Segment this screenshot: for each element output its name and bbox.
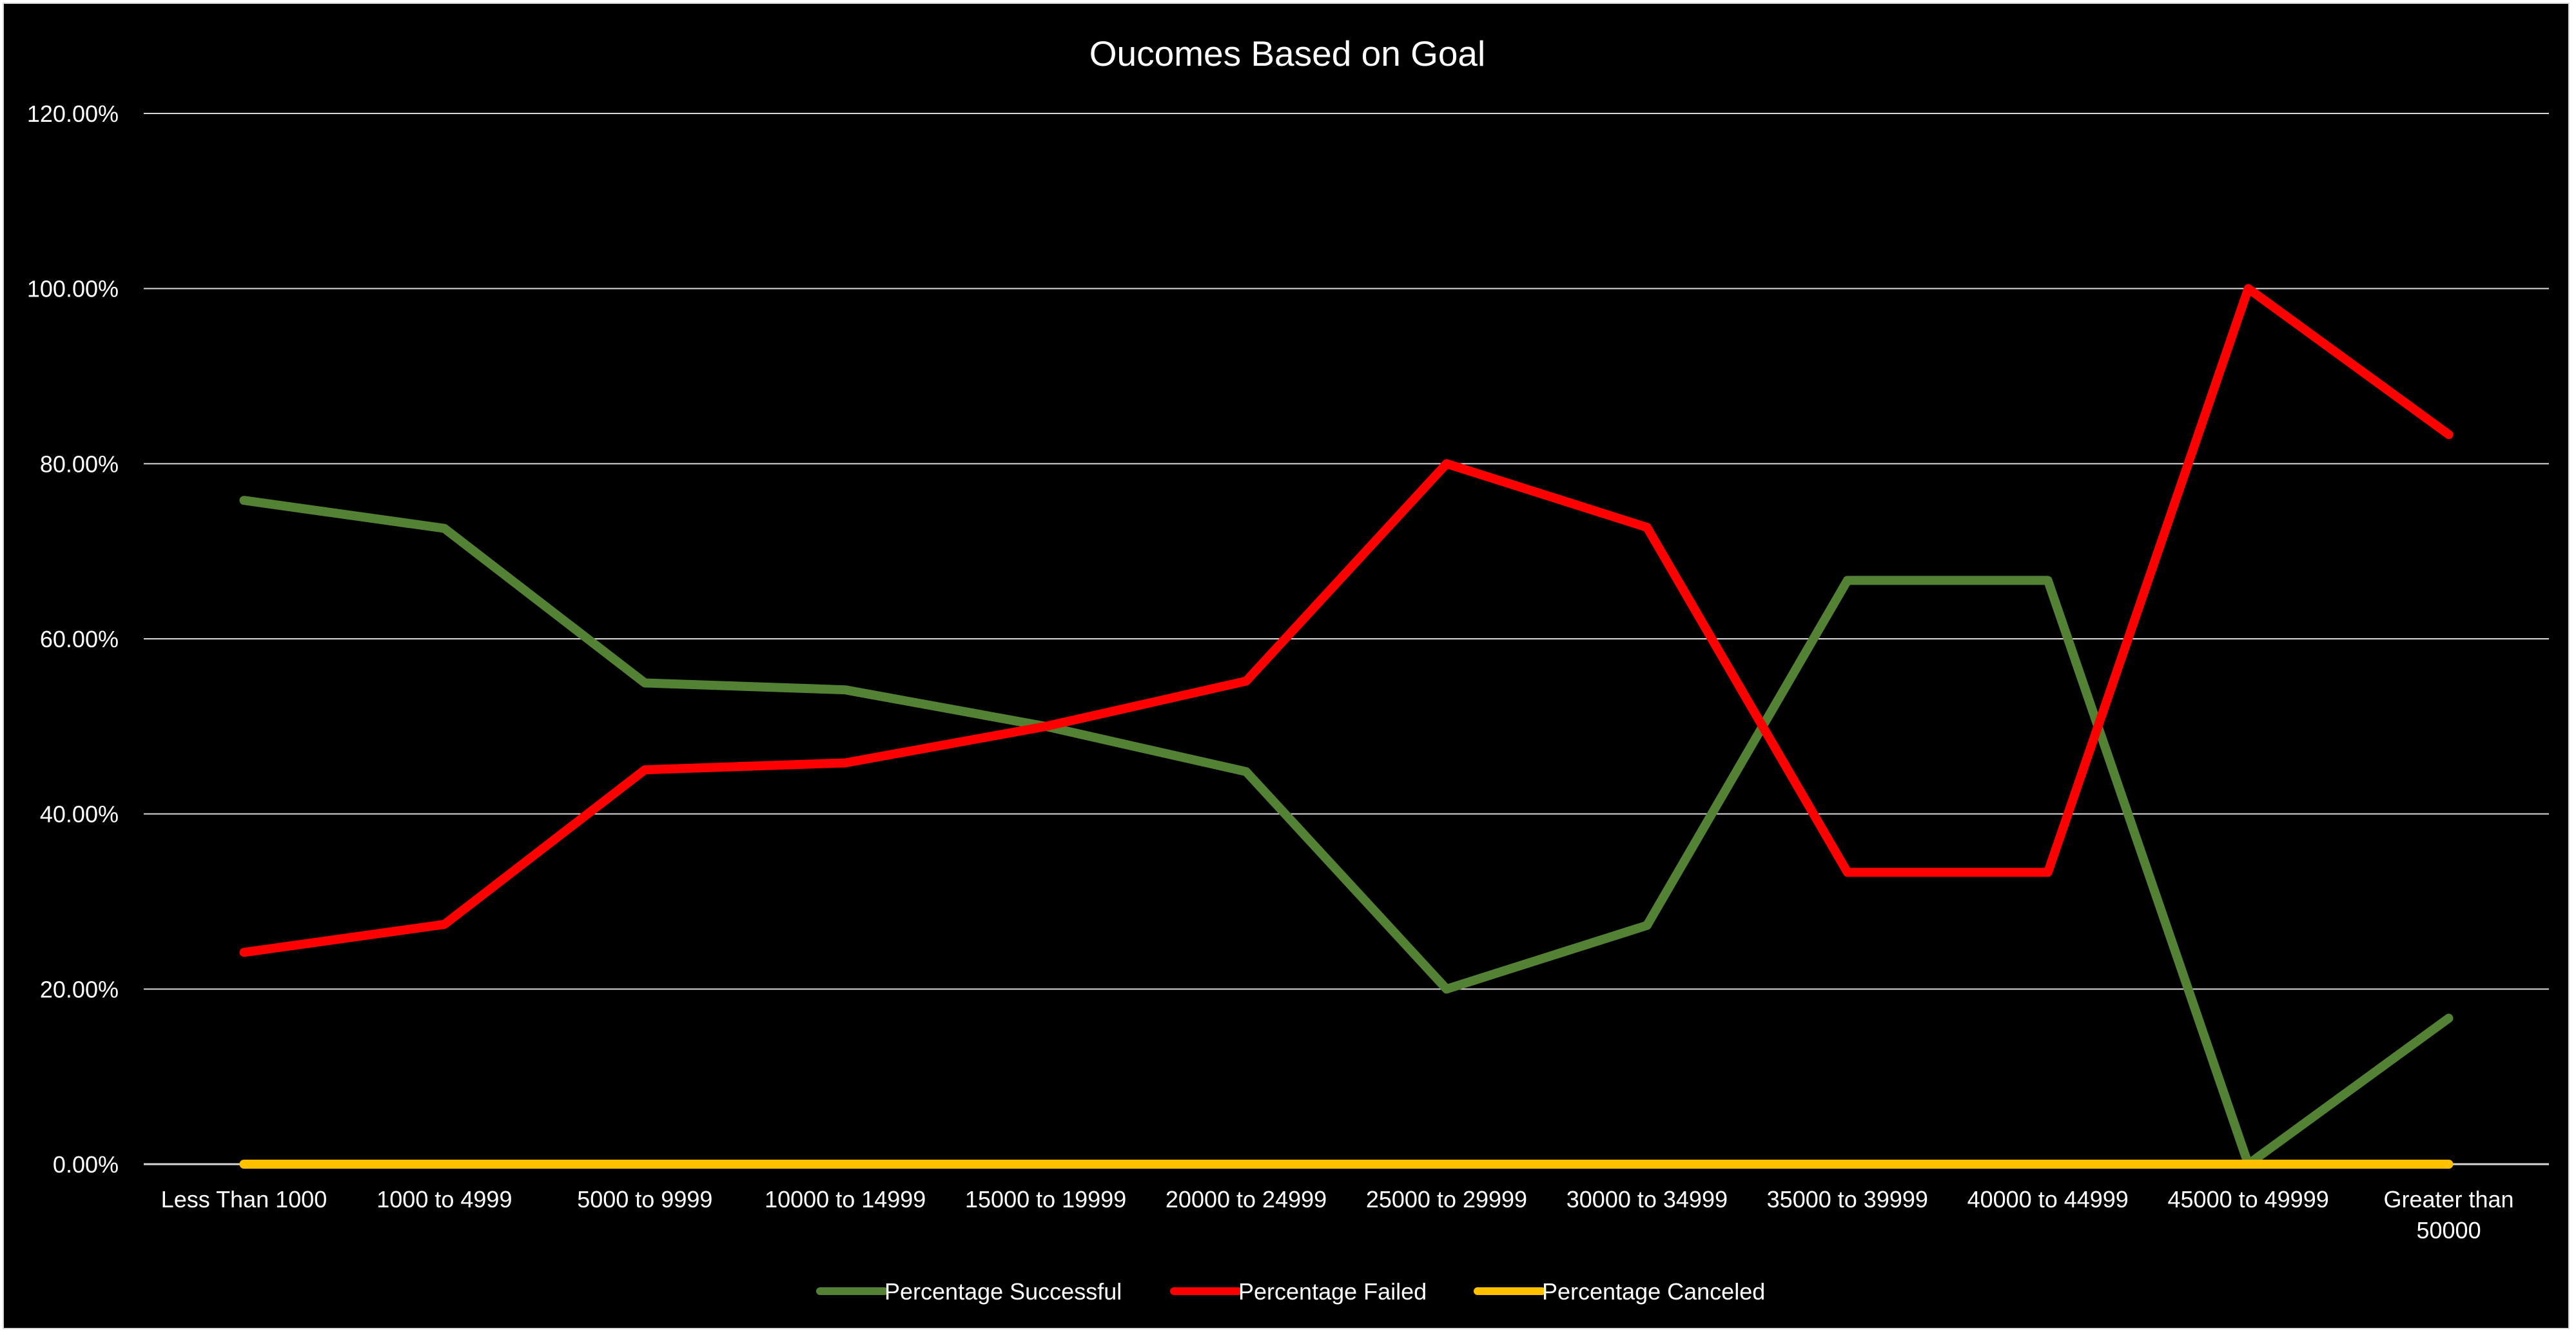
legend: Percentage Successful Percentage Failed Pe…: [816, 1278, 1765, 1305]
x-tick-label: 15000 to 19999: [965, 1186, 1126, 1213]
x-tick-label: 1000 to 4999: [376, 1186, 512, 1213]
y-tick-label: 80.00%: [40, 451, 119, 477]
x-tick-label: 45000 to 49999: [2168, 1186, 2329, 1213]
x-tick-label: 5000 to 9999: [577, 1186, 712, 1213]
chart-area: Oucomes Based on Goal 0.00% 20.00% 40.00% 6…: [3, 3, 2570, 1329]
line-chart: Oucomes Based on Goal 0.00% 20.00% 40.00% 6…: [27, 34, 2549, 1305]
series-lines: [239, 284, 2454, 1169]
y-tick-label: 0.00%: [53, 1151, 119, 1178]
y-tick-label: 40.00%: [40, 801, 119, 828]
x-tick-label: Greater than 50000: [2383, 1186, 2513, 1243]
x-tick-label: 35000 to 39999: [1767, 1186, 1928, 1213]
x-tick-label: 10000 to 14999: [765, 1186, 926, 1213]
y-tick-label: 100.00%: [27, 276, 119, 302]
legend-label: Percentage Successful: [884, 1278, 1122, 1305]
x-tick-label: 25000 to 29999: [1366, 1186, 1527, 1213]
legend-label: Percentage Failed: [1238, 1278, 1427, 1305]
chart-title: Oucomes Based on Goal: [1089, 34, 1486, 73]
x-tick-label: Less Than 1000: [161, 1186, 327, 1213]
y-axis-tick-labels: 0.00% 20.00% 40.00% 60.00% 80.00% 100.00% 120.…: [27, 101, 119, 1178]
y-tick-label: 20.00%: [40, 976, 119, 1002]
x-axis-tick-labels: Less Than 1000 1000 to 4999 5000 to 9999 10…: [161, 1186, 2514, 1243]
y-tick-label: 60.00%: [40, 626, 119, 652]
x-tick-label: 40000 to 44999: [1967, 1186, 2129, 1213]
x-tick-label: 30000 to 34999: [1566, 1186, 1728, 1213]
series-line-2: [239, 284, 2454, 957]
legend-label: Percentage Canceled: [1542, 1278, 1765, 1305]
gridlines: [144, 113, 2549, 1165]
y-tick-label: 120.00%: [27, 101, 119, 127]
series-line-1: [239, 496, 2454, 1169]
x-tick-label: 20000 to 24999: [1166, 1186, 1327, 1213]
